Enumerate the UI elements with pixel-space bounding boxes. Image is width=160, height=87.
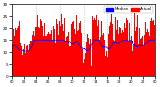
Legend: Median, Actual: Median, Actual <box>104 6 153 13</box>
